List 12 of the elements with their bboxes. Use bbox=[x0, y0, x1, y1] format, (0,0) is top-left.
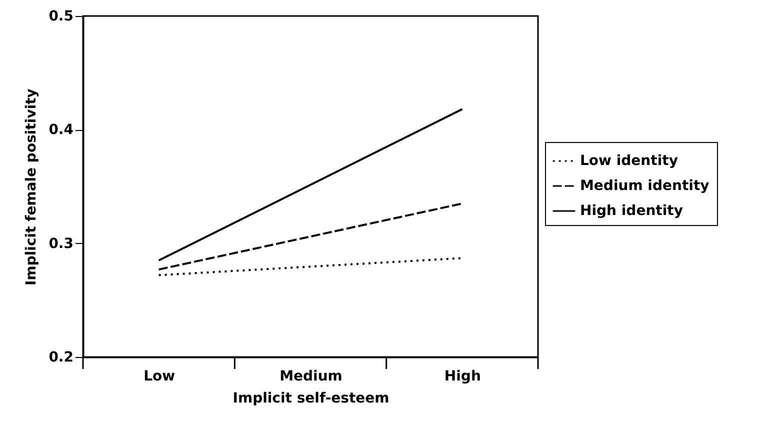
x-tick-label: Low bbox=[144, 368, 176, 384]
legend-label: High identity bbox=[580, 203, 683, 219]
legend-label: Medium identity bbox=[580, 178, 710, 194]
y-tick-label: 0.3 bbox=[48, 236, 74, 252]
x-axis-title: Implicit self-esteem bbox=[232, 390, 390, 406]
y-tick-label: 0.5 bbox=[48, 8, 74, 24]
y-tick-label: 0.2 bbox=[48, 350, 74, 366]
x-tick-label: Medium bbox=[280, 368, 342, 384]
x-tick-label: High bbox=[444, 368, 481, 384]
y-tick-label: 0.4 bbox=[48, 122, 74, 138]
legend-label: Low identity bbox=[580, 153, 678, 169]
y-axis-title: Implicit female positivity bbox=[24, 88, 40, 286]
